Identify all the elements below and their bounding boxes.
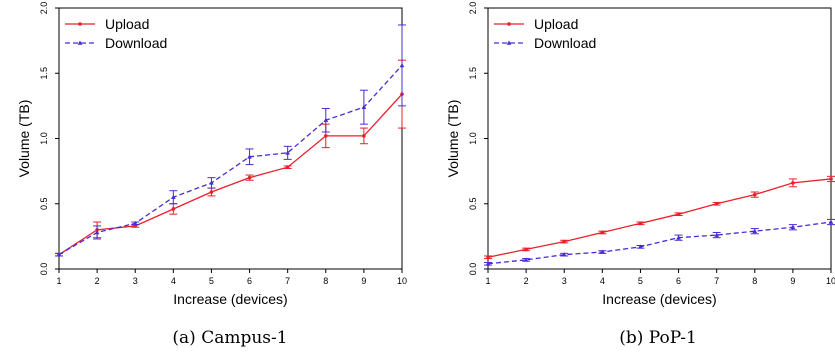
data-point-download bbox=[600, 249, 605, 254]
legend-marker bbox=[77, 40, 83, 45]
series-line-upload bbox=[487, 178, 832, 258]
chart-campus-1: 1 2 3 4 5 6 7 8 9 10 0.0 0.5 1.0 1.5 2.0 Increase (devi… bbox=[16, 2, 407, 348]
x-tick-label: 7 bbox=[714, 276, 719, 286]
data-point-download bbox=[399, 62, 405, 68]
x-tick-label: 3 bbox=[133, 276, 138, 286]
data-point-upload bbox=[752, 192, 757, 197]
data-point-download bbox=[676, 235, 681, 240]
chart-pop-1: 1 2 3 4 5 6 7 8 9 10 0.0 0.5 1.0 1.5 2.0 Increase (devi… bbox=[445, 2, 835, 348]
x-tick-label: 1 bbox=[485, 276, 490, 286]
data-point-download bbox=[561, 252, 567, 257]
y-axis-title: Volume (TB) bbox=[445, 100, 461, 178]
y-tick-label: 2.0 bbox=[39, 2, 49, 15]
data-point-upload bbox=[714, 201, 719, 206]
legend-marker bbox=[506, 40, 512, 45]
data-point-download bbox=[638, 244, 643, 249]
x-axis-title: Increase (devices) bbox=[602, 291, 716, 307]
data-point-download bbox=[171, 194, 176, 200]
x-tick-label: 6 bbox=[247, 276, 252, 286]
figure-caption: (a) Campus-1 bbox=[172, 328, 287, 348]
legend-label-download: Download bbox=[105, 35, 167, 51]
y-tick-label: 2.0 bbox=[468, 2, 478, 15]
x-axis-title: Increase (devices) bbox=[173, 291, 287, 307]
data-point-upload bbox=[791, 181, 795, 185]
x-tick-label: 2 bbox=[95, 276, 100, 286]
x-tick-label: 2 bbox=[524, 276, 529, 286]
y-tick-label: 0.0 bbox=[468, 263, 478, 276]
x-tick-label: 8 bbox=[323, 276, 328, 286]
x-tick-label: 7 bbox=[285, 276, 290, 286]
series-line-upload bbox=[58, 93, 403, 256]
data-point-download bbox=[790, 224, 796, 230]
x-tick-label: 3 bbox=[562, 276, 567, 286]
data-point-upload bbox=[171, 207, 176, 211]
data-point-upload bbox=[323, 134, 328, 138]
x-tick-label: 10 bbox=[826, 276, 835, 286]
y-axis-title: Volume (TB) bbox=[16, 100, 32, 178]
x-tick-label: 8 bbox=[752, 276, 757, 286]
data-point-download bbox=[828, 219, 834, 224]
data-point-upload bbox=[247, 175, 252, 180]
series-line-download bbox=[58, 64, 403, 256]
data-point-download bbox=[714, 232, 719, 237]
y-tick-label: 1.0 bbox=[39, 132, 49, 145]
legend-label-upload: Upload bbox=[105, 16, 149, 32]
data-point-download bbox=[485, 261, 491, 266]
y-tick-label: 0.5 bbox=[39, 197, 49, 210]
y-tick-label: 1.5 bbox=[468, 67, 478, 80]
data-point-download bbox=[361, 104, 367, 109]
data-point-download bbox=[523, 257, 529, 262]
x-tick-label: 4 bbox=[600, 276, 605, 286]
data-point-download bbox=[247, 154, 252, 159]
data-point-upload bbox=[676, 212, 681, 216]
data-point-upload bbox=[362, 134, 366, 138]
data-point-download bbox=[209, 180, 214, 185]
y-tick-label: 0.5 bbox=[468, 197, 478, 210]
data-point-upload bbox=[829, 177, 833, 181]
data-point-upload bbox=[209, 190, 214, 194]
legend-label-download: Download bbox=[534, 35, 596, 51]
data-point-download bbox=[285, 150, 290, 155]
x-tick-label: 9 bbox=[361, 276, 366, 286]
x-tick-label: 9 bbox=[790, 276, 795, 286]
data-point-upload bbox=[562, 239, 567, 244]
data-point-upload bbox=[486, 255, 490, 260]
data-point-upload bbox=[285, 165, 290, 170]
y-tick-label: 0.0 bbox=[39, 263, 49, 276]
x-tick-label: 1 bbox=[56, 276, 61, 286]
legend-label-upload: Upload bbox=[534, 16, 578, 32]
x-tick-label: 5 bbox=[209, 276, 214, 286]
legend-marker bbox=[507, 22, 511, 26]
data-point-upload bbox=[600, 230, 605, 235]
data-point-download bbox=[323, 117, 329, 123]
data-point-download bbox=[752, 228, 758, 233]
y-tick-label: 1.5 bbox=[39, 67, 49, 80]
data-point-download bbox=[132, 220, 138, 226]
x-tick-label: 6 bbox=[676, 276, 681, 286]
data-point-upload bbox=[524, 247, 528, 252]
x-tick-label: 5 bbox=[638, 276, 643, 286]
data-point-download bbox=[94, 229, 100, 235]
figure-caption: (b) PoP-1 bbox=[619, 328, 697, 348]
x-tick-label: 4 bbox=[171, 276, 176, 286]
y-tick-label: 1.0 bbox=[468, 132, 478, 145]
data-point-upload bbox=[638, 221, 643, 226]
series-line-download bbox=[487, 221, 832, 265]
x-tick-label: 10 bbox=[397, 276, 407, 286]
legend-marker bbox=[78, 22, 82, 26]
data-point-download bbox=[56, 252, 62, 257]
